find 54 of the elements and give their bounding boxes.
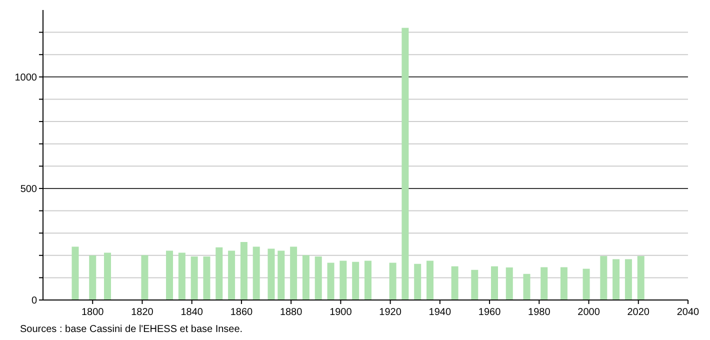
bar [178,252,186,300]
bar [582,268,590,300]
bar [141,255,148,300]
bar [451,266,458,300]
bar [491,266,498,300]
bar [364,260,372,300]
x-tick-label: 1960 [478,307,502,318]
x-tick-label: 1980 [528,307,551,318]
bar [560,267,568,300]
bar [624,259,632,300]
bar [302,255,310,300]
x-tick-label: 1800 [81,307,104,318]
bar [523,274,530,300]
bar [104,252,111,300]
bar [402,28,409,300]
bar [414,264,422,300]
bar [240,242,248,300]
x-tick-label: 1940 [428,307,452,318]
bar [203,256,210,300]
bar [327,262,334,300]
bar [190,256,198,300]
bar [216,247,223,300]
x-tick-label: 1840 [180,307,204,318]
bar [471,270,478,300]
x-tick-label: 2040 [676,307,700,318]
bar [540,267,548,300]
bar [389,262,396,300]
bar [228,250,236,300]
source-note: Sources : base Cassini de l'EHESS et base Insee. [20,324,243,335]
bar [426,260,434,300]
x-tick-label: 2020 [627,307,650,318]
bar [166,250,174,300]
y-tick-label: 0 [31,296,38,306]
bar [89,255,96,300]
x-tick-label: 1920 [379,307,402,318]
y-tick-label: 1000 [14,72,38,84]
bar [340,260,347,300]
x-tick-label: 1880 [280,307,303,318]
x-tick-label: 1900 [330,307,352,318]
bar [290,246,298,300]
bar [637,256,644,300]
bar [352,262,360,300]
x-tick-label: 2000 [578,307,600,318]
bar [268,248,275,300]
bar [612,259,620,300]
y-tick-label: 500 [20,184,38,195]
bar [506,267,513,300]
bar [252,246,260,300]
bar [600,256,608,300]
x-tick-label: 1860 [230,307,254,318]
bar [314,256,322,300]
bar [278,250,285,300]
x-tick-label: 1820 [131,307,154,318]
bar [72,246,79,300]
